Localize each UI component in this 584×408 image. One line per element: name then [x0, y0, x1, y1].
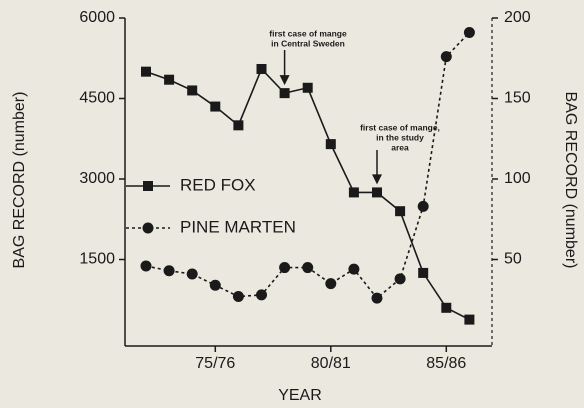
data-point	[186, 268, 198, 280]
data-point	[441, 302, 452, 313]
annotation-text: in the study	[376, 132, 424, 142]
x-tick-label: 85/86	[426, 355, 466, 372]
y2-axis-label: BAG RECORD (number)	[562, 92, 579, 269]
data-point	[141, 66, 151, 77]
data-point	[325, 278, 337, 290]
legend-label: PINE MARTEN	[180, 217, 296, 236]
legend-label: RED FOX	[180, 175, 256, 194]
x-tick-label: 75/76	[195, 355, 235, 372]
data-point	[233, 120, 244, 131]
data-point	[279, 262, 291, 274]
data-point	[140, 260, 152, 272]
data-point	[418, 267, 429, 278]
data-point	[440, 51, 452, 63]
annotation-text: in Central Sweden	[271, 38, 345, 48]
y2-tick-label: 50	[504, 251, 522, 268]
data-point	[256, 289, 267, 301]
data-point	[348, 263, 360, 275]
data-point	[463, 26, 475, 38]
y2-tick-label: 100	[504, 170, 531, 187]
data-point	[372, 187, 382, 198]
data-point	[256, 63, 267, 74]
y-tick-label: 6000	[79, 9, 115, 26]
data-point	[187, 85, 198, 96]
x-tick-label: 80/81	[311, 355, 351, 372]
data-point	[417, 200, 429, 212]
x-axis-label: YEAR	[278, 387, 322, 404]
y-tick-label: 4500	[79, 90, 115, 107]
y-axis-label: BAG RECORD (number)	[11, 92, 28, 269]
y2-tick-label: 200	[504, 9, 531, 26]
data-point	[348, 187, 359, 198]
data-point	[302, 82, 313, 93]
legend-marker	[143, 181, 153, 191]
data-point	[371, 292, 383, 304]
data-point	[395, 206, 406, 217]
annotation-arrowhead	[279, 75, 290, 86]
y-tick-label: 1500	[79, 251, 115, 268]
annotation-text: first case of mange,	[360, 122, 440, 132]
data-point	[163, 265, 175, 277]
data-point	[232, 291, 244, 303]
annotation-text: area	[391, 142, 409, 152]
annotation-text: first case of mange	[269, 28, 347, 38]
data-point	[394, 273, 406, 285]
data-point	[302, 262, 314, 274]
annotation-arrowhead	[372, 174, 382, 185]
data-point	[209, 279, 221, 291]
data-point	[164, 74, 175, 85]
legend-marker	[142, 222, 154, 234]
data-point	[210, 101, 221, 112]
y2-tick-label: 150	[504, 90, 531, 107]
data-point	[279, 88, 290, 99]
y-tick-label: 3000	[79, 170, 115, 187]
data-point	[325, 139, 336, 150]
data-point	[464, 314, 475, 325]
